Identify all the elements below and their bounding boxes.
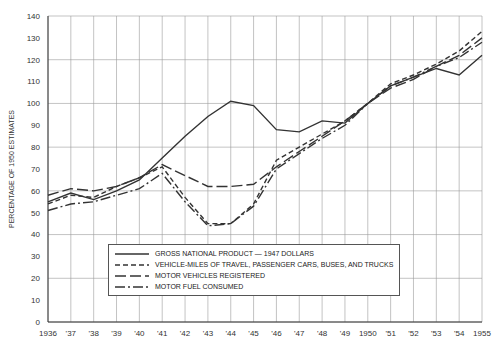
svg-text:'46: '46 <box>271 329 282 338</box>
svg-text:'51: '51 <box>385 329 396 338</box>
svg-text:'54: '54 <box>454 329 465 338</box>
svg-text:50: 50 <box>31 209 40 218</box>
html-text:GROSS NATIONAL PRODUCT — 1947: GROSS NATIONAL PRODUCT — 1947 DOLLARS <box>155 250 314 257</box>
svg-text:20: 20 <box>31 274 40 283</box>
svg-text:80: 80 <box>31 143 40 152</box>
svg-text:1950: 1950 <box>359 329 377 338</box>
svg-text:130: 130 <box>27 34 41 43</box>
svg-text:120: 120 <box>27 56 41 65</box>
svg-text:'37: '37 <box>66 329 77 338</box>
svg-text:0: 0 <box>36 318 41 327</box>
svg-text:10: 10 <box>31 296 40 305</box>
svg-text:1936: 1936 <box>39 329 57 338</box>
svg-text:'49: '49 <box>340 329 351 338</box>
svg-text:'48: '48 <box>317 329 328 338</box>
svg-text:'47: '47 <box>294 329 305 338</box>
html-text:VEHICLE-MILES OF TRAVEL, PASSE: VEHICLE-MILES OF TRAVEL, PASSENGER CARS,… <box>155 261 394 268</box>
svg-text:'44: '44 <box>226 329 237 338</box>
html-text:MOTOR VEHICLES REGISTERED: MOTOR VEHICLES REGISTERED <box>155 272 265 279</box>
svg-text:'52: '52 <box>408 329 419 338</box>
svg-text:'45: '45 <box>248 329 259 338</box>
svg-text:40: 40 <box>31 230 40 239</box>
svg-text:'41: '41 <box>157 329 168 338</box>
svg-text:'40: '40 <box>134 329 145 338</box>
svg-text:100: 100 <box>27 99 41 108</box>
svg-text:'43: '43 <box>203 329 214 338</box>
svg-text:60: 60 <box>31 187 40 196</box>
svg-text:110: 110 <box>27 77 40 86</box>
html-text:MOTOR FUEL CONSUMED: MOTOR FUEL CONSUMED <box>155 283 244 290</box>
svg-text:PERCENTAGE OF 1950 ESTIMATES: PERCENTAGE OF 1950 ESTIMATES <box>8 110 15 228</box>
svg-text:'39: '39 <box>111 329 122 338</box>
svg-text:70: 70 <box>31 165 40 174</box>
svg-text:30: 30 <box>31 252 40 261</box>
svg-text:1955: 1955 <box>473 329 491 338</box>
svg-text:'38: '38 <box>88 329 99 338</box>
svg-text:90: 90 <box>31 121 40 130</box>
svg-text:'42: '42 <box>180 329 191 338</box>
svg-text:'53: '53 <box>431 329 442 338</box>
svg-text:140: 140 <box>27 12 41 21</box>
